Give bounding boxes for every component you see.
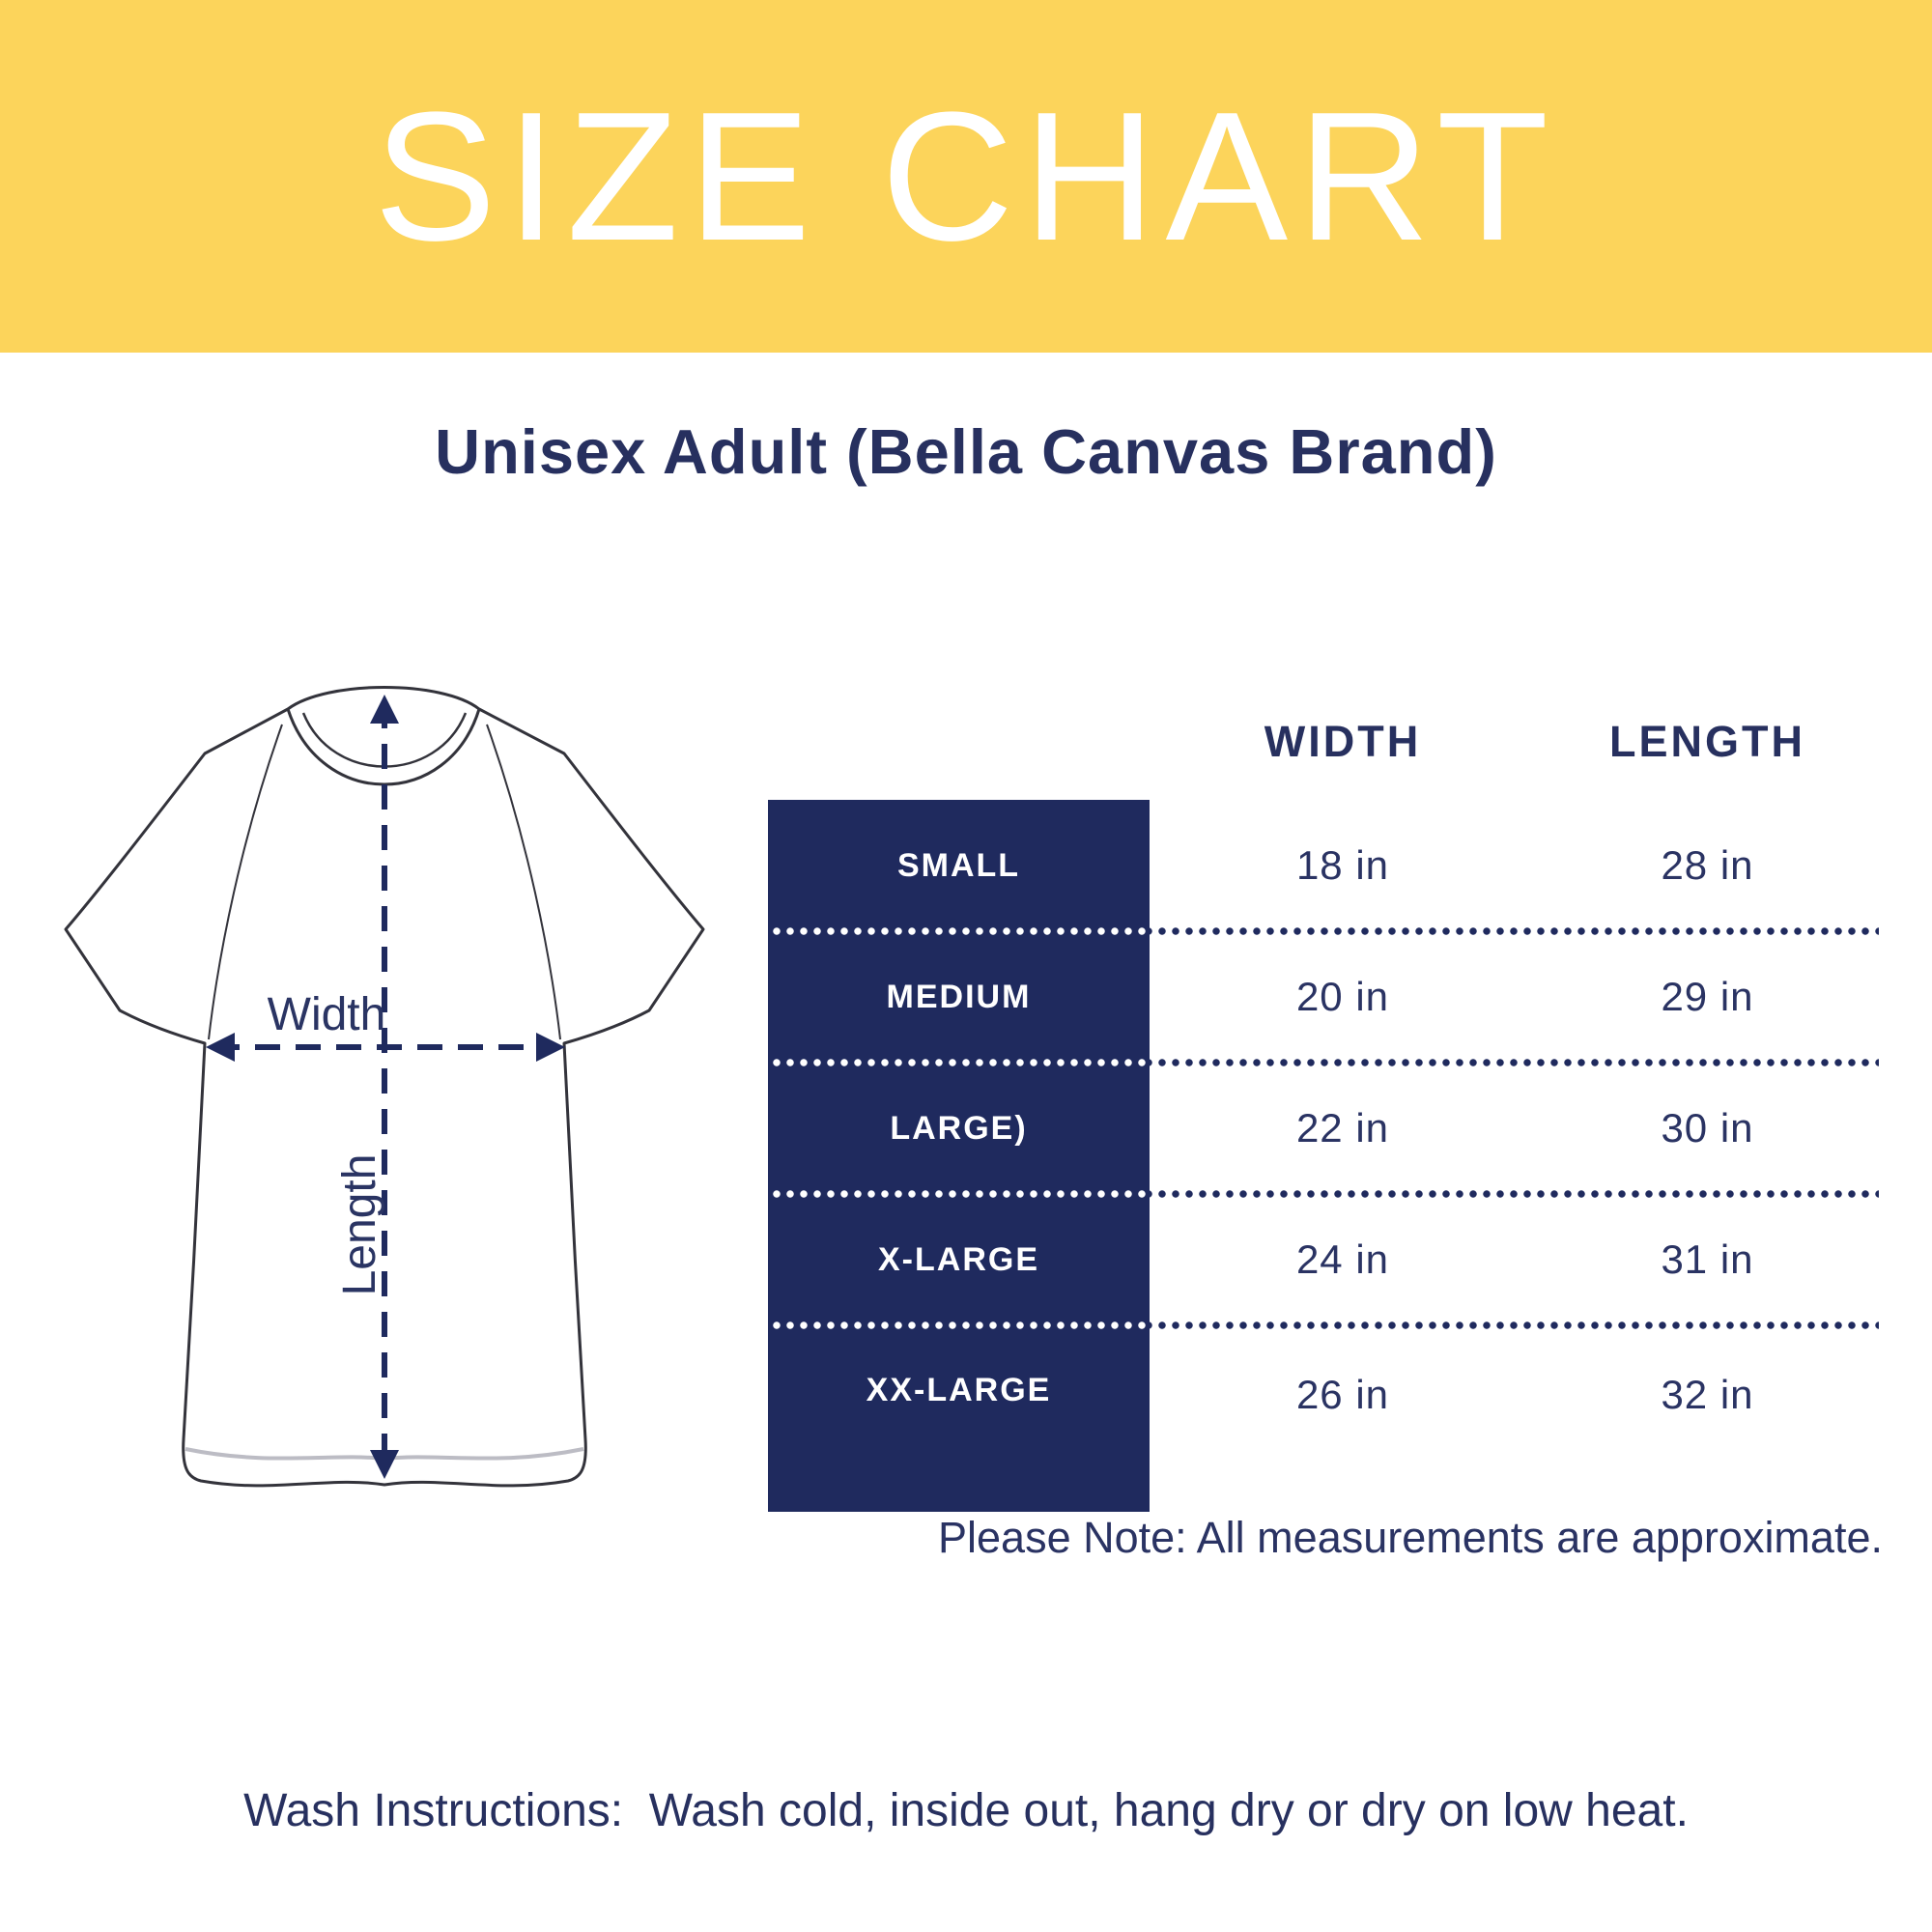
length-value: 30 in [1661,1105,1754,1151]
width-value: 22 in [1295,1105,1390,1151]
separator-dots-white [768,926,1150,936]
separator-dots-white [768,1321,1150,1330]
separator-dots-navy [1150,1189,1879,1199]
row-separator [768,1189,1879,1199]
size-table: SMALL 18 in 28 in MEDIUM 20 in 29 in LAR… [768,800,1879,1512]
subtitle: Unisex Adult (Bella Canvas Brand) [435,416,1497,487]
length-column-header: LENGTH [1609,717,1805,766]
separator-dots-navy [1150,926,1879,936]
size-label: XX-LARGE [866,1372,1052,1408]
size-label: LARGE) [890,1109,1028,1147]
tshirt-svg: Width Length [64,686,705,1488]
table-column-headers: WIDTH LENGTH [768,715,1879,769]
size-label: SMALL [896,846,1021,884]
right-sleeve-seam [486,724,561,1040]
size-column-background [768,800,1150,1512]
table-row: MEDIUM 20 in 29 in [768,931,1879,1063]
table-row: XX-LARGE 26 in 32 in [768,1325,1879,1512]
row-separator [768,1058,1879,1067]
width-value: 26 in [1295,1372,1390,1417]
wash-instructions: Wash Instructions: Wash cold, inside out… [0,1681,1932,1932]
separator-dots-navy [1150,1058,1879,1067]
left-sleeve-seam [208,724,283,1040]
width-column-header: WIDTH [1264,717,1422,766]
length-value: 31 in [1661,1236,1754,1282]
row-separator [768,926,1879,936]
tshirt-diagram: Width Length [39,665,734,1505]
length-label: Length [334,1154,385,1296]
width-value: 20 in [1295,974,1390,1019]
page-title: SIZE CHART [373,73,1559,279]
width-label: Width [268,989,386,1040]
separator-dots-white [768,1058,1150,1067]
table-row: X-LARGE 24 in 31 in [768,1194,1879,1325]
size-label: MEDIUM [886,978,1032,1015]
width-value: 24 in [1295,1236,1390,1282]
table-row: LARGE) 22 in 30 in [768,1063,1879,1194]
separator-dots-navy [1150,1321,1879,1330]
wash-instructions-line1: Wash Instructions: Wash cold, inside out… [243,1784,1689,1836]
measurements-note: Please Note: All measurements are approx… [938,1513,1883,1562]
banner: SIZE CHART [0,0,1932,353]
length-value: 29 in [1661,974,1754,1019]
width-value: 18 in [1295,842,1390,888]
size-label: X-LARGE [878,1240,1039,1278]
row-separator [768,1321,1879,1330]
table-row: SMALL 18 in 28 in [768,800,1879,931]
separator-dots-white [768,1189,1150,1199]
length-value: 28 in [1661,842,1754,888]
length-value: 32 in [1661,1372,1754,1417]
